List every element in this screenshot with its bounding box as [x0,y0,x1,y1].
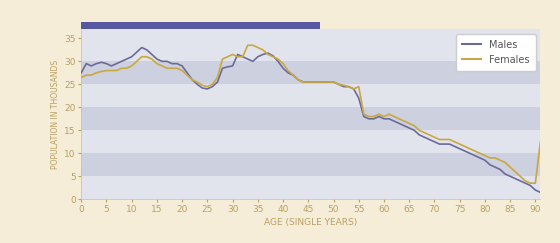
Bar [81,61,540,84]
Bar [81,153,540,176]
Bar [81,107,540,130]
Bar [81,130,540,153]
Bar [81,38,540,61]
X-axis label: AGE (SINGLE YEARS): AGE (SINGLE YEARS) [264,218,357,227]
Bar [81,176,540,199]
Legend: Males, Females: Males, Females [456,34,535,70]
Bar [81,15,540,38]
Bar [81,84,540,107]
Y-axis label: POPULATION IN THOUSANDS: POPULATION IN THOUSANDS [51,60,60,169]
